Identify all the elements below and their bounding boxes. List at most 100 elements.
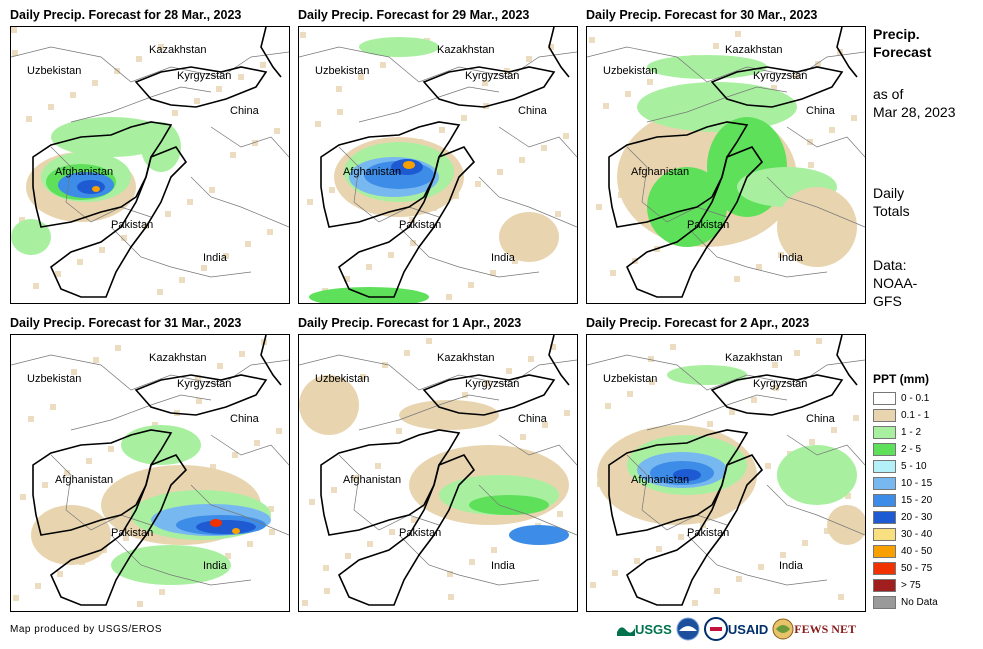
boundary-line	[70, 394, 212, 431]
usgs-logo: USGS	[617, 622, 672, 637]
precip-cell	[245, 241, 251, 247]
precip-area	[509, 525, 569, 545]
precip-area	[232, 528, 240, 534]
precip-cell	[389, 529, 395, 535]
legend: PPT (mm) 0 - 0.1 0.1 - 1 1 - 2 2 - 5 5 - 10 1…	[873, 372, 938, 611]
legend-rows: 0 - 0.1 0.1 - 1 1 - 2 2 - 5 5 - 10 10 - 15 15 …	[873, 390, 938, 611]
legend-label: 2 - 5	[901, 444, 922, 455]
country-label-china: China	[806, 105, 835, 117]
usaid-logo: USAID	[703, 617, 769, 641]
precip-cell	[267, 229, 273, 235]
sidebar-data-source: Data: NOAA- GFS	[873, 256, 917, 310]
precip-cell	[780, 552, 786, 558]
precip-cell	[28, 416, 34, 422]
boundary-line	[766, 176, 865, 228]
precip-cell	[165, 211, 171, 217]
precip-cell	[12, 50, 18, 56]
precip-cell	[670, 344, 676, 350]
precip-cell	[157, 289, 163, 295]
country-outline	[260, 335, 282, 386]
precip-cell	[497, 169, 503, 175]
precip-cell	[627, 391, 633, 397]
precip-cell	[714, 588, 720, 594]
legend-item: 0 - 0.1	[873, 390, 938, 407]
precip-cell	[490, 270, 496, 276]
country-outline	[710, 66, 844, 108]
precip-cell	[123, 535, 129, 541]
asof-date: Mar 28, 2023	[873, 104, 956, 120]
usgs-wordmark: USGS	[635, 621, 672, 637]
precip-cell	[648, 356, 654, 362]
boundary-line	[338, 146, 440, 223]
precip-cell	[772, 362, 778, 368]
legend-swatch	[873, 426, 896, 439]
precip-cell	[33, 283, 39, 289]
legend-label: No Data	[901, 597, 938, 608]
precip-cell	[209, 187, 215, 193]
boundary-line	[786, 126, 865, 158]
heading-line: Precip.	[873, 26, 920, 42]
precip-area	[31, 505, 111, 565]
precip-cell	[808, 162, 814, 168]
precip-cell	[491, 547, 497, 553]
precip-map: Kazakhstan Uzbekistan Kyrgyzstan China Afgha…	[586, 26, 866, 304]
precip-cell	[838, 594, 844, 600]
precip-cell	[758, 564, 764, 570]
country-label-uzbekistan: Uzbekistan	[603, 373, 658, 385]
country-outline	[134, 66, 268, 108]
country-label-pakistan: Pakistan	[111, 527, 154, 539]
sidebar-totals: Daily Totals	[873, 184, 910, 220]
precip-cell	[179, 277, 185, 283]
legend-item: 30 - 40	[873, 526, 938, 543]
precip-cell	[824, 528, 830, 534]
country-label-kazakhstan: Kazakhstan	[149, 44, 207, 56]
country-label-pakistan: Pakistan	[687, 219, 730, 231]
precip-cell	[829, 127, 835, 133]
precip-cell	[603, 103, 609, 109]
boundary-line	[626, 146, 728, 223]
precip-cell	[550, 344, 556, 350]
country-label-afghanistan: Afghanistan	[55, 474, 114, 486]
country-outline	[260, 27, 282, 78]
legend-title: PPT (mm)	[873, 372, 930, 386]
country-label-kazakhstan: Kazakhstan	[725, 44, 783, 56]
precip-cell	[239, 351, 245, 357]
precip-cell	[276, 428, 282, 434]
legend-label: 15 - 20	[901, 495, 933, 506]
country-outline	[836, 27, 858, 78]
data-line: GFS	[873, 293, 902, 309]
usaid-wordmark: USAID	[727, 621, 769, 637]
country-label-india: India	[491, 252, 515, 264]
precip-area	[196, 520, 256, 534]
precip-cell	[557, 511, 563, 517]
precip-cell	[793, 73, 799, 79]
precip-cell	[447, 571, 453, 577]
asof-line: as of	[873, 86, 904, 102]
legend-item: 1 - 2	[873, 424, 938, 441]
country-label-china: China	[806, 413, 835, 425]
legend-item: 50 - 75	[873, 560, 938, 577]
legend-swatch	[873, 494, 896, 507]
boundary-line	[70, 86, 212, 123]
country-label-china: China	[518, 105, 547, 117]
precip-map: Kazakhstan Uzbekistan Kyrgyzstan China Afgha…	[10, 26, 290, 304]
precip-area	[77, 180, 105, 194]
precip-cell	[20, 494, 26, 500]
country-label-kazakhstan: Kazakhstan	[437, 44, 495, 56]
country-label-china: China	[518, 413, 547, 425]
precip-cell	[223, 253, 229, 259]
country-label-kazakhstan: Kazakhstan	[149, 352, 207, 364]
precip-cell	[555, 211, 561, 217]
map-canvas	[587, 27, 865, 298]
precip-cell	[773, 385, 779, 391]
legend-item: 2 - 5	[873, 441, 938, 458]
precip-cell	[254, 440, 260, 446]
precip-cell	[26, 116, 32, 122]
precip-cell	[345, 553, 351, 559]
precip-cell	[269, 529, 275, 535]
precip-cell	[845, 493, 851, 499]
precip-cell	[230, 152, 236, 158]
precip-cell	[751, 397, 757, 403]
legend-item: 20 - 30	[873, 509, 938, 526]
precip-cell	[187, 199, 193, 205]
